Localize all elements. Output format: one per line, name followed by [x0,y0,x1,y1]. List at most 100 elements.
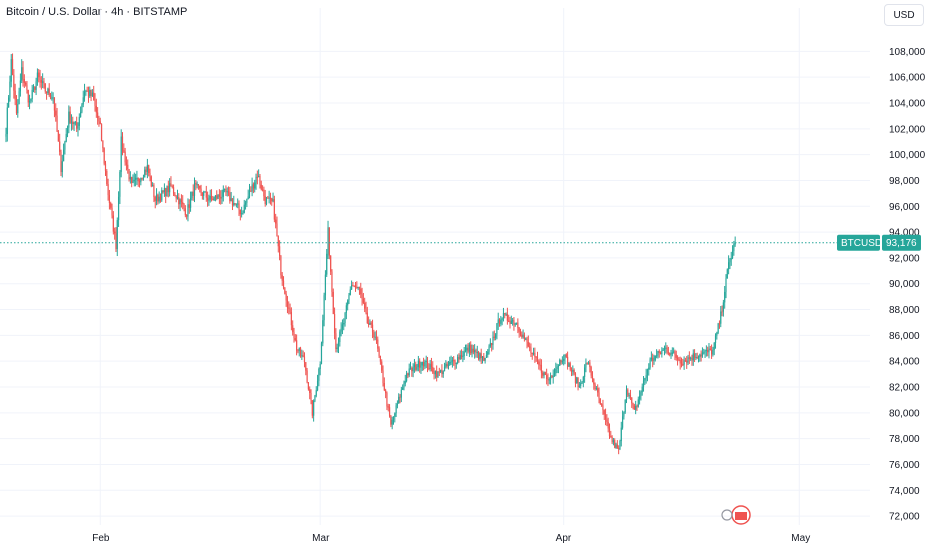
candle [480,348,482,364]
candle [561,356,563,365]
candle [517,318,519,334]
candle [74,120,76,126]
candle [500,315,502,327]
y-tick-label: 80,000 [889,408,920,419]
candle [233,195,235,207]
candle [305,362,307,376]
candle [252,182,255,194]
candle [247,189,249,200]
candle [395,402,397,417]
y-tick-label: 74,000 [889,486,920,497]
candle [45,91,48,100]
candle [263,186,265,201]
candle [521,331,523,339]
candle [349,286,351,296]
candle [712,346,714,357]
candle [454,359,456,370]
candle [573,368,575,376]
candle [586,362,588,365]
candle [258,169,260,178]
candle [623,411,625,420]
candle [237,198,239,209]
candle [368,316,370,328]
candle [248,183,251,199]
candle [642,376,645,392]
y-tick-label: 104,000 [889,99,926,110]
candle [637,396,639,408]
candle [23,74,25,88]
last-price-tags: BTCUSD 93,176 [837,234,921,251]
candle [268,190,270,204]
candle [648,363,650,376]
candle [163,183,165,197]
candle [77,122,79,137]
candle [18,87,20,105]
candle [102,140,104,153]
candle [581,381,583,385]
candle [536,351,539,365]
candle [256,170,258,185]
candle [455,362,457,369]
currency-button[interactable]: USD [884,4,924,26]
candle [60,149,62,177]
candle [708,343,710,359]
candle [619,439,621,451]
candle [392,416,395,425]
candle [539,358,541,371]
candle [700,350,702,362]
candle [458,353,460,363]
candle [365,301,367,315]
candle [489,338,491,348]
candle [688,351,690,364]
candle [290,307,292,331]
candle [383,377,385,392]
candle [208,194,210,206]
candle [220,190,222,205]
candle [523,332,525,342]
candle [652,353,654,368]
candle [713,341,715,356]
candle [472,344,474,355]
candle [705,345,707,357]
y-tick-label: 98,000 [889,176,920,187]
candle [628,392,630,399]
candle [114,227,116,240]
candle [449,356,451,366]
candle [488,344,490,355]
candle [580,379,582,389]
candle [697,355,700,363]
candles [5,53,736,455]
candle [658,349,660,358]
candle [72,116,74,130]
candle [81,103,83,114]
candle [70,114,73,131]
candle [495,333,497,341]
candle [65,128,67,143]
candle [297,349,299,354]
candle [542,370,544,379]
candle [115,227,117,252]
candle [584,364,586,383]
candle [464,344,467,353]
candle [284,287,286,295]
candle [22,61,24,87]
candle [250,186,252,192]
grid [0,8,870,525]
candle [446,361,448,369]
candle [217,194,219,200]
candle [438,367,440,377]
candle [570,367,573,377]
candle [522,329,524,339]
candle [722,299,724,317]
candle [234,203,236,206]
candle [97,107,99,125]
chart-title: Bitcoin / U.S. Dollar · 4h · BITSTAMP [6,6,188,18]
candle [527,335,529,348]
y-tick-label: 82,000 [889,383,920,394]
candle [654,355,656,362]
candle [56,107,58,133]
candle [543,371,545,379]
candle [137,177,139,187]
candle [129,171,131,184]
